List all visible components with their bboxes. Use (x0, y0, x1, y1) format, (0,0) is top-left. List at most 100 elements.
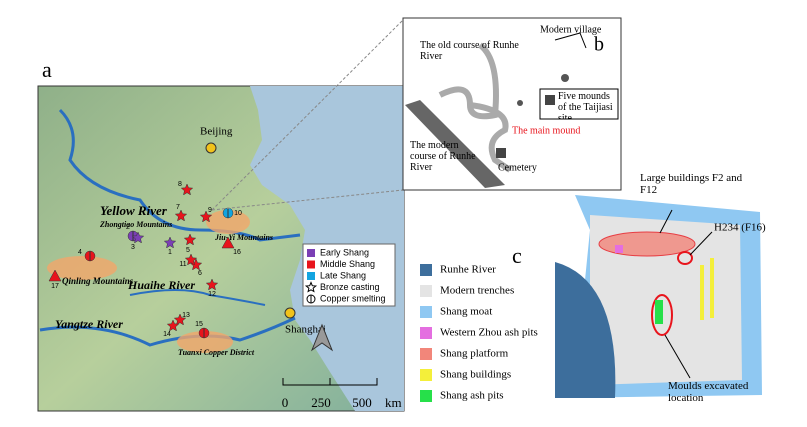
village-outline (554, 32, 587, 49)
site-label: 14 (163, 331, 171, 338)
scale-label: 250 (311, 395, 331, 410)
city (284, 307, 296, 319)
ash-pit (655, 300, 663, 324)
map-label: The modern course of Runhe River (410, 140, 476, 173)
site-label: 4 (78, 249, 82, 256)
site-star (184, 253, 198, 266)
legend-label: Shang ash pits (440, 390, 504, 402)
legend: Runhe River Modern trenches Shang moat West… (420, 264, 538, 402)
building (710, 258, 714, 318)
mound (517, 100, 523, 106)
site-star (131, 231, 145, 244)
feature-label: Qinling Mountains (62, 276, 134, 286)
legend-label: Copper smelting (320, 293, 386, 303)
site-label: 1 (168, 249, 172, 256)
feature-label: Tuanxi Copper District (178, 348, 255, 357)
label-box: Five mounds of the Taijiasi site (558, 91, 613, 119)
site-star (173, 313, 187, 326)
feature-label: Yangtze River (55, 317, 123, 331)
zoom-line (211, 189, 404, 211)
copper-zone (177, 331, 233, 353)
legend-label: Runhe River (440, 264, 496, 276)
site-star (205, 278, 219, 291)
site-star (174, 209, 188, 222)
map-label: Modern village (540, 24, 602, 35)
panel-letter: b (594, 34, 604, 56)
site-label: 3 (131, 244, 135, 251)
feature-label: Zhongtiao Mountains (99, 220, 172, 229)
site-label: 8 (178, 181, 182, 188)
plan-c: c Large buildings F2 and F12 H234 (F16) … (420, 172, 766, 404)
mountain-zone (206, 210, 250, 234)
site-label: 12 (208, 291, 216, 298)
site-label: 15 (195, 321, 203, 328)
legend-swatch (420, 264, 432, 276)
mound (496, 148, 506, 158)
site-triangle (48, 269, 62, 282)
mound-legend-box (539, 88, 619, 120)
map-a: Beijing Shanghai Yellow River Zhongtiao … (37, 85, 405, 412)
site-label: 10 (234, 210, 242, 217)
legend-swatch (420, 306, 432, 318)
feature-label: Huaihe River (127, 278, 195, 292)
feature-label: Yellow River (100, 203, 168, 218)
city (205, 142, 217, 154)
moulds-circle (651, 294, 673, 336)
site-label: 5 (186, 247, 190, 254)
label-box: Moulds excavated location (668, 380, 749, 404)
legend-label: Bronze casting (320, 282, 380, 292)
plan-label: Moulds excavated location (668, 380, 749, 404)
site-label: 11 (179, 261, 186, 268)
legend-label: Shang platform (440, 348, 509, 360)
map-b: b Modern village The old course of Runhe… (402, 17, 622, 191)
city-label: Shanghai (285, 324, 326, 336)
mound (561, 74, 569, 82)
legend-label: Shang buildings (440, 369, 511, 381)
site-triangle (221, 236, 235, 249)
scale-bar (282, 378, 378, 386)
legend-label: Early Shang (320, 247, 369, 257)
building (700, 265, 704, 320)
legend-swatch (420, 348, 432, 360)
mountain-zone (47, 256, 117, 280)
plan-label: H234 (F16) (714, 222, 766, 234)
plan-label: Large buildings F2 and F12 (640, 172, 743, 196)
legend-box (302, 243, 396, 307)
map-label: The old course of Runhe River (420, 40, 519, 62)
site-label: 13 (182, 312, 190, 319)
panel-letter: a (42, 57, 52, 82)
site-label: 2 (126, 224, 130, 231)
north-arrow (310, 323, 334, 352)
legend-swatch (420, 285, 432, 297)
callout (659, 209, 673, 234)
label-box: The modern course of Runhe River (410, 140, 476, 173)
site-label: 17 (51, 283, 59, 290)
label-box: Large buildings F2 and F12 (640, 172, 743, 196)
legend-label: Middle Shang (320, 259, 375, 269)
legend-label: Western Zhou ash pits (440, 327, 538, 339)
legend-swatch (420, 327, 432, 339)
legend-symbol (304, 281, 318, 293)
legend-swatch (307, 249, 315, 257)
legend-swatch (420, 390, 432, 402)
mound-icon (545, 95, 555, 105)
scale-label: 0 (282, 395, 289, 410)
map-label: Five mounds of the Taijiasi site (558, 91, 613, 119)
site-star (183, 233, 197, 246)
panel-letter: c (512, 243, 522, 268)
city-label: Beijing (200, 126, 233, 138)
legend-label: Shang moat (440, 306, 492, 318)
feature-label: Jiu-Yi Mountains (214, 233, 273, 242)
site-label: 7 (176, 204, 180, 211)
panel-frame (402, 17, 622, 191)
wz-pit (615, 245, 623, 253)
legend-label: Modern trenches (440, 285, 514, 297)
site-label: 6 (198, 270, 202, 277)
site-star (163, 236, 177, 249)
h234-circle (677, 251, 693, 265)
legend-swatch (307, 260, 315, 269)
old-river (438, 42, 499, 120)
river (555, 262, 616, 398)
